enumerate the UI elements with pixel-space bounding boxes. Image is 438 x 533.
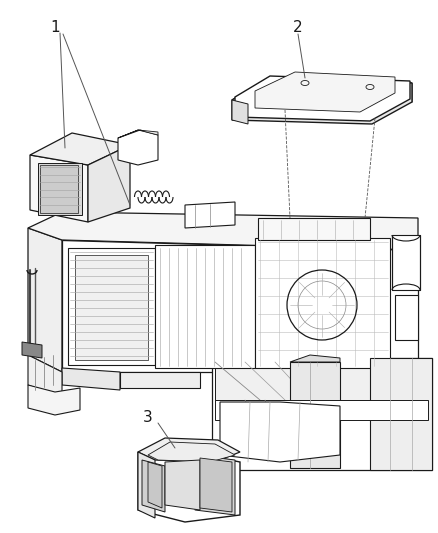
Polygon shape: [254, 72, 394, 112]
Polygon shape: [28, 385, 80, 415]
Text: 2: 2: [293, 20, 302, 36]
Polygon shape: [394, 295, 417, 340]
Polygon shape: [148, 462, 162, 508]
Polygon shape: [88, 145, 130, 222]
Polygon shape: [148, 442, 234, 462]
Polygon shape: [40, 165, 78, 213]
Polygon shape: [68, 248, 155, 365]
Polygon shape: [28, 212, 417, 250]
Polygon shape: [118, 130, 158, 138]
Polygon shape: [258, 218, 369, 240]
Polygon shape: [215, 362, 427, 400]
Polygon shape: [62, 368, 120, 390]
Polygon shape: [28, 228, 62, 372]
Polygon shape: [254, 238, 389, 368]
Polygon shape: [290, 355, 339, 362]
Text: 1: 1: [50, 20, 60, 36]
Polygon shape: [215, 400, 427, 420]
Polygon shape: [290, 362, 339, 468]
Polygon shape: [62, 240, 417, 372]
Polygon shape: [141, 460, 165, 512]
Polygon shape: [231, 100, 247, 124]
Polygon shape: [22, 342, 42, 358]
Polygon shape: [200, 458, 231, 512]
Polygon shape: [155, 245, 254, 368]
Polygon shape: [194, 455, 234, 515]
Polygon shape: [30, 155, 88, 222]
Polygon shape: [75, 255, 148, 360]
Polygon shape: [231, 78, 411, 124]
Polygon shape: [138, 438, 240, 462]
Polygon shape: [369, 358, 431, 470]
Polygon shape: [30, 133, 130, 165]
Polygon shape: [219, 402, 339, 462]
Polygon shape: [391, 235, 419, 290]
Polygon shape: [120, 372, 200, 388]
Polygon shape: [118, 130, 158, 165]
Polygon shape: [215, 362, 427, 468]
Polygon shape: [138, 452, 240, 522]
Polygon shape: [184, 202, 234, 228]
Polygon shape: [212, 358, 431, 470]
Polygon shape: [231, 78, 411, 102]
Polygon shape: [165, 460, 200, 510]
Text: 3: 3: [143, 410, 152, 425]
Polygon shape: [28, 355, 62, 398]
Polygon shape: [38, 163, 82, 215]
Polygon shape: [138, 452, 155, 518]
Polygon shape: [234, 76, 409, 121]
